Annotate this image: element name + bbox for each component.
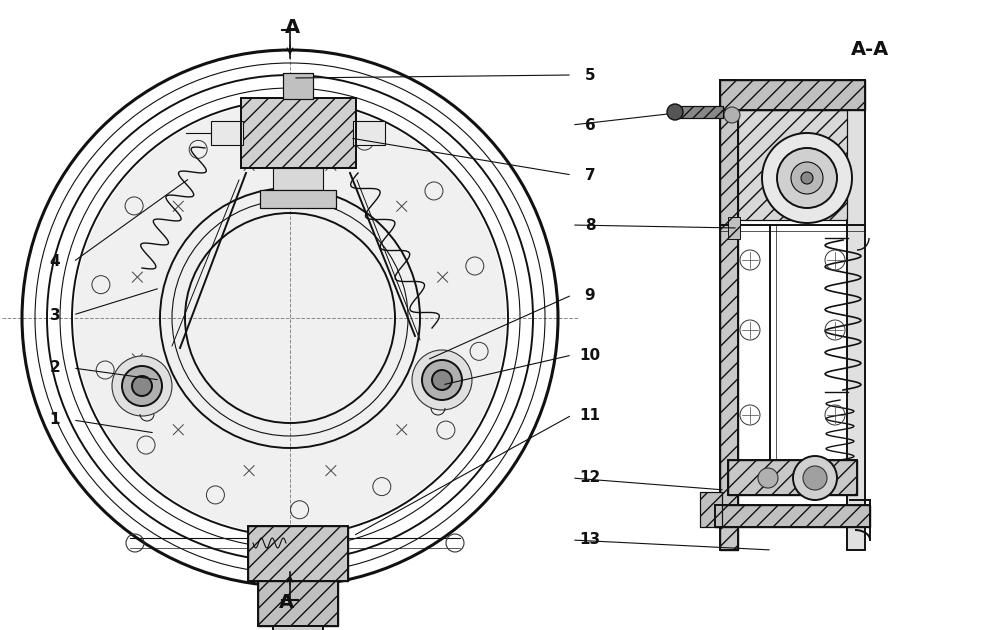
- Circle shape: [777, 148, 837, 208]
- Text: 3: 3: [49, 307, 60, 323]
- Text: 6: 6: [585, 118, 595, 132]
- Bar: [728, 460, 857, 495]
- Bar: [700, 492, 722, 527]
- Circle shape: [112, 356, 172, 416]
- Text: 10: 10: [580, 348, 601, 362]
- Bar: [248, 526, 348, 581]
- Text: A: A: [278, 593, 293, 612]
- Bar: [720, 80, 865, 110]
- Bar: [728, 217, 740, 239]
- Text: 2: 2: [49, 360, 60, 375]
- Bar: [738, 110, 847, 220]
- Circle shape: [724, 107, 740, 123]
- Bar: [715, 505, 870, 527]
- Text: 9: 9: [585, 287, 595, 302]
- Text: 11: 11: [580, 408, 601, 423]
- Circle shape: [432, 370, 452, 390]
- Bar: [241, 98, 356, 168]
- Circle shape: [132, 376, 152, 396]
- Circle shape: [801, 172, 813, 184]
- Bar: [283, 73, 313, 99]
- Bar: [675, 106, 723, 118]
- Bar: [700, 492, 722, 527]
- Circle shape: [803, 466, 827, 490]
- Text: A: A: [284, 18, 299, 37]
- Bar: [720, 80, 738, 550]
- Circle shape: [793, 456, 837, 500]
- Circle shape: [412, 350, 472, 410]
- Circle shape: [667, 104, 683, 120]
- Bar: [260, 190, 336, 208]
- Text: 8: 8: [585, 217, 595, 232]
- Bar: [715, 505, 870, 527]
- Circle shape: [122, 366, 162, 406]
- Bar: [353, 121, 385, 145]
- Circle shape: [74, 102, 506, 534]
- Circle shape: [758, 468, 778, 488]
- Bar: [241, 98, 356, 168]
- Bar: [273, 168, 323, 190]
- Bar: [248, 526, 348, 581]
- Text: 1: 1: [50, 413, 60, 428]
- Text: 7: 7: [585, 168, 595, 183]
- Text: 13: 13: [580, 532, 601, 547]
- Bar: [728, 460, 857, 495]
- Bar: [273, 626, 323, 630]
- Bar: [847, 80, 865, 550]
- Bar: [260, 190, 336, 208]
- Text: A-A: A-A: [851, 40, 889, 59]
- Bar: [720, 80, 865, 110]
- Circle shape: [422, 360, 462, 400]
- Bar: [283, 73, 313, 99]
- Text: 5: 5: [585, 67, 595, 83]
- Circle shape: [791, 162, 823, 194]
- Bar: [258, 581, 338, 626]
- Bar: [260, 190, 336, 208]
- Bar: [258, 581, 338, 626]
- Text: 4: 4: [49, 255, 60, 270]
- Bar: [720, 80, 738, 550]
- Circle shape: [762, 133, 852, 223]
- Bar: [738, 110, 847, 220]
- Bar: [211, 121, 243, 145]
- Bar: [283, 73, 313, 99]
- Text: 12: 12: [579, 471, 601, 486]
- Bar: [675, 106, 723, 118]
